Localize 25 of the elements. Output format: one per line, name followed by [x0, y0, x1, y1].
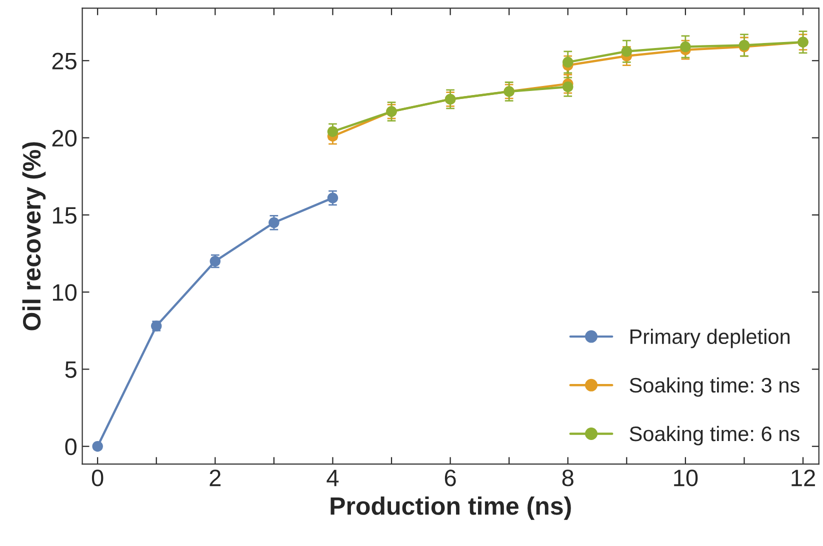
x-tick-label: 8 [562, 470, 574, 486]
legend-label: Soaking time: 3 ns [630, 377, 800, 397]
y-tick-label: 0 [65, 438, 77, 456]
y-axis-title: Oil recovery (%) [22, 142, 46, 330]
point [327, 126, 338, 137]
x-tick-label: 10 [674, 470, 698, 486]
x-tick-label: 0 [92, 470, 104, 486]
x-tick-label: 12 [792, 470, 815, 486]
x-tick-label: 6 [444, 470, 456, 486]
point [562, 56, 574, 68]
y-tick-label: 10 [52, 284, 77, 301]
point [621, 46, 632, 57]
y-tick-label: 20 [52, 130, 77, 147]
y-tick-label: 25 [52, 52, 76, 70]
x-tick-label: 4 [326, 470, 339, 486]
point [92, 440, 103, 452]
point [327, 192, 338, 204]
legend-label: Soaking time: 6 ns [630, 426, 800, 446]
point [680, 41, 691, 52]
y-tick-label: 5 [65, 362, 76, 378]
legend-label: Primary depletion [630, 328, 790, 348]
x-tick-label: 2 [210, 470, 221, 486]
x-axis-title: Production time (ns) [330, 496, 571, 520]
point [562, 81, 574, 92]
y-tick-label: 15 [52, 207, 76, 224]
